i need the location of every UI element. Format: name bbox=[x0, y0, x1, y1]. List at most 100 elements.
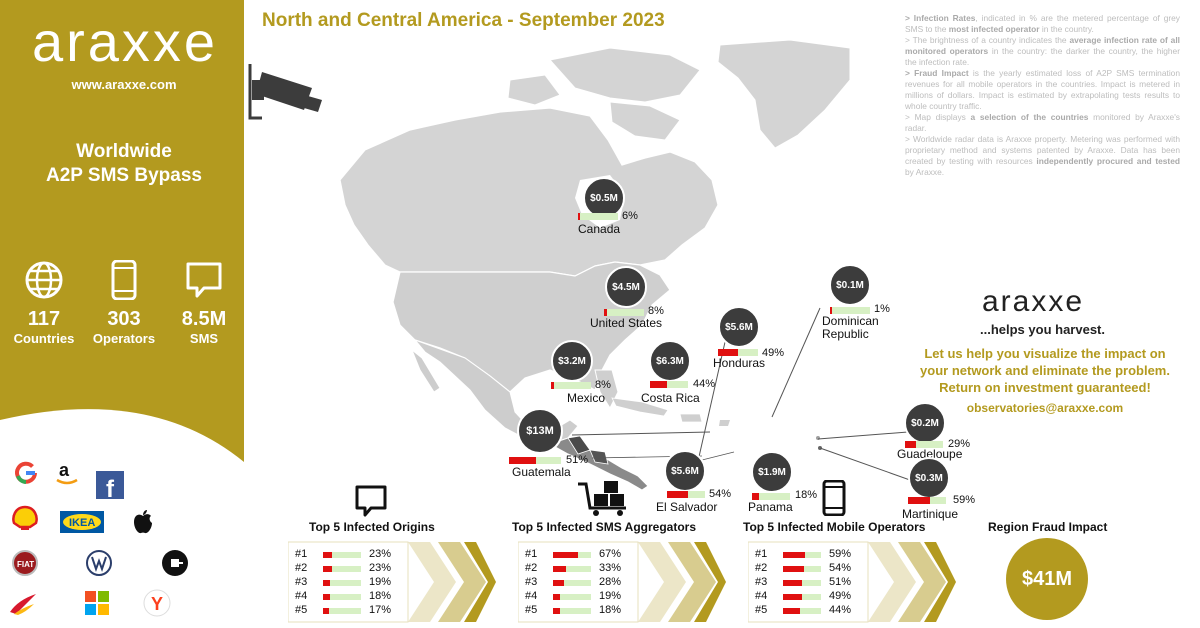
panel-row[interactable]: #1 67% bbox=[525, 548, 622, 560]
promo-text: Let us help you visualize the impact on … bbox=[905, 345, 1185, 396]
phone-icon bbox=[822, 480, 846, 516]
panel-row[interactable]: #4 19% bbox=[525, 590, 622, 602]
stat-operators: 303 Operators bbox=[84, 260, 164, 346]
rate-bar bbox=[650, 381, 688, 388]
svg-text:Y: Y bbox=[151, 594, 163, 614]
panel-row[interactable]: #3 51% bbox=[755, 576, 852, 588]
panel-row[interactable]: #3 19% bbox=[295, 576, 392, 588]
stat-sms-label: SMS bbox=[189, 331, 219, 346]
amazon-icon: a bbox=[52, 458, 82, 488]
panel-row[interactable]: #2 33% bbox=[525, 562, 622, 574]
message-icon bbox=[355, 485, 387, 517]
rate-bar bbox=[551, 382, 591, 389]
rate-bar bbox=[908, 497, 946, 504]
panel-row[interactable]: #2 23% bbox=[295, 562, 392, 574]
note-5: > Worldwide radar data is Araxxe propert… bbox=[905, 134, 1180, 177]
stat-countries: 117 Countries bbox=[4, 260, 84, 346]
rate-bar-fill bbox=[551, 382, 555, 389]
country-name-line-1: Dominican bbox=[822, 314, 879, 328]
promo-line-2: your network and eliminate the problem. bbox=[920, 363, 1170, 378]
sidebar-tagline: Worldwide A2P SMS Bypass bbox=[0, 140, 248, 188]
araxxe-logo-small: araxxe bbox=[982, 285, 1085, 318]
google-icon bbox=[11, 458, 41, 488]
promo-line-3: Return on investment guaranteed! bbox=[939, 380, 1151, 395]
volkswagen-icon bbox=[84, 548, 114, 578]
panel-row[interactable]: #4 18% bbox=[295, 590, 392, 602]
note-2: > The brightness of a country indicates … bbox=[905, 35, 1180, 67]
rate-label: 51% bbox=[566, 454, 589, 466]
ikea-icon: IKEA bbox=[60, 507, 104, 537]
globe-icon bbox=[25, 261, 63, 299]
impact-bubble: $4.5M bbox=[605, 266, 647, 308]
rate-bar-fill bbox=[578, 213, 581, 220]
stat-sms-value: 8.5M bbox=[181, 308, 227, 330]
rate-bar bbox=[905, 441, 943, 448]
rate-bar bbox=[718, 349, 758, 356]
panel-title-operators: Top 5 Infected Mobile Operators bbox=[743, 520, 926, 534]
country-name: Honduras bbox=[713, 356, 766, 370]
fiat-icon: FIAT bbox=[10, 548, 40, 578]
rate-label: 6% bbox=[622, 210, 638, 222]
panel-row[interactable]: #1 59% bbox=[755, 548, 852, 560]
rate-bar-fill bbox=[604, 309, 608, 316]
white-curve-shape bbox=[0, 409, 244, 628]
country-name: Panama bbox=[748, 500, 793, 514]
stat-operators-value: 303 bbox=[107, 308, 141, 330]
tagline-line-2: A2P SMS Bypass bbox=[46, 165, 202, 186]
country-name-line-2: Republic bbox=[822, 327, 869, 341]
rate-bar-fill bbox=[905, 441, 917, 448]
impact-bubble: $0.5M bbox=[583, 177, 625, 219]
note-1: > Infection Rates, indicated in % are th… bbox=[905, 13, 1180, 34]
stat-countries-label: Countries bbox=[13, 331, 75, 346]
facebook-icon: f bbox=[95, 470, 125, 500]
panel-row[interactable]: #5 17% bbox=[295, 604, 392, 616]
panel-row[interactable]: #1 23% bbox=[295, 548, 392, 560]
rate-label: 18% bbox=[795, 489, 818, 501]
rate-bar bbox=[604, 309, 644, 316]
impact-bubble: $0.1M bbox=[829, 264, 871, 306]
panel-title-region: Region Fraud Impact bbox=[988, 520, 1108, 534]
impact-bubble: $5.6M bbox=[664, 450, 706, 492]
contact-email-link[interactable]: observatories@araxxe.com bbox=[966, 401, 1124, 415]
rate-label: 49% bbox=[762, 347, 785, 359]
website-link[interactable]: www.araxxe.com bbox=[71, 77, 177, 92]
country-name: Guadeloupe bbox=[897, 447, 963, 461]
impact-bubble: $5.6M bbox=[718, 306, 760, 348]
country-name: Canada bbox=[578, 222, 621, 236]
sidebar-divider bbox=[244, 0, 248, 628]
note-3: > Fraud Impact is the yearly estimated l… bbox=[905, 68, 1180, 111]
araxxe-logo[interactable]: araxxe bbox=[31, 10, 219, 73]
stat-sms: 8.5M SMS bbox=[164, 260, 244, 346]
microsoft-icon bbox=[82, 588, 112, 618]
country-name: Guatemala bbox=[512, 465, 571, 479]
rate-bar-fill bbox=[830, 307, 832, 314]
sidebar: araxxe www.araxxe.com Worldwide A2P SMS … bbox=[0, 0, 248, 628]
rate-bar bbox=[578, 213, 618, 220]
rate-bar-fill bbox=[650, 381, 667, 388]
panel-row[interactable]: #2 54% bbox=[755, 562, 852, 574]
panel-row[interactable]: #3 28% bbox=[525, 576, 622, 588]
country-name: El Salvador bbox=[656, 500, 718, 514]
shell-icon bbox=[10, 503, 40, 533]
country-name: United States bbox=[590, 316, 663, 330]
yandex-icon: Y bbox=[142, 588, 172, 618]
page-title: North and Central America - September 20… bbox=[262, 10, 665, 31]
stat-operators-label: Operators bbox=[92, 331, 156, 346]
apple-icon bbox=[128, 507, 158, 537]
rate-bar bbox=[830, 307, 870, 314]
panel-row[interactable]: #5 18% bbox=[525, 604, 622, 616]
panel-row[interactable]: #4 49% bbox=[755, 590, 852, 602]
rate-label: 1% bbox=[874, 303, 890, 315]
phone-icon bbox=[111, 260, 137, 300]
country-name: Mexico bbox=[567, 391, 606, 405]
rate-bar bbox=[509, 457, 561, 464]
country-name: Costa Rica bbox=[641, 391, 700, 405]
panel-title-aggregators: Top 5 Infected SMS Aggregators bbox=[512, 520, 697, 534]
panel-row[interactable]: #5 44% bbox=[755, 604, 852, 616]
impact-bubble: $1.9M bbox=[751, 451, 793, 493]
rate-bar bbox=[752, 493, 790, 500]
camera-icon bbox=[248, 64, 322, 120]
rate-bar-fill bbox=[509, 457, 536, 464]
iberia-icon bbox=[8, 588, 38, 618]
svg-text:FIAT: FIAT bbox=[17, 560, 34, 569]
